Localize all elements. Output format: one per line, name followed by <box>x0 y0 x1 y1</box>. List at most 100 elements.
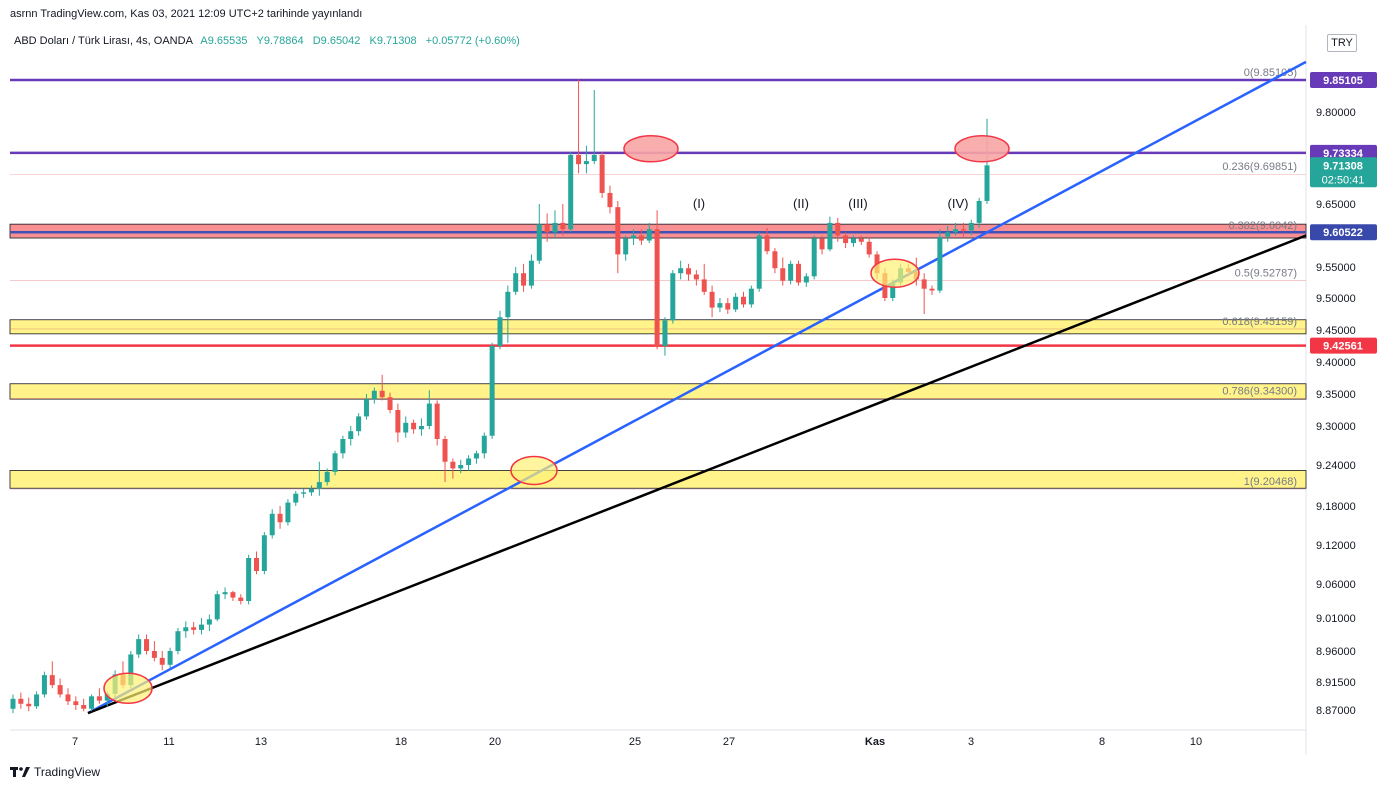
candle-body <box>151 651 157 658</box>
candle-body <box>976 200 982 223</box>
support-ellipse-1 <box>103 672 153 704</box>
open-value: A9.65535 <box>200 35 248 47</box>
x-tick-label: 18 <box>395 736 407 748</box>
candle-body <box>686 268 692 275</box>
candle-body <box>709 291 715 308</box>
level-axis-label-1: 9.73334 <box>1323 148 1364 160</box>
candle-body <box>741 296 746 305</box>
candle-body <box>945 232 951 237</box>
wave-label-4: (IV) <box>948 196 969 211</box>
level-axis-label-2: 9.60522 <box>1323 227 1363 239</box>
y-tick-label: 9.06000 <box>1316 579 1356 591</box>
candle-body <box>57 685 63 695</box>
candle-body <box>411 422 417 430</box>
footer-brand: TradingView <box>10 765 100 779</box>
candle-body <box>583 161 589 165</box>
level-axis-label-3: 9.42561 <box>1323 341 1363 353</box>
x-tick-label: Kas <box>865 736 885 748</box>
candle-body <box>65 694 71 702</box>
y-tick-label: 9.18000 <box>1316 501 1356 513</box>
candle-body <box>285 502 291 523</box>
trendline-black <box>87 234 1307 715</box>
candle-body <box>631 235 637 239</box>
candle-body <box>638 235 644 241</box>
candle-body <box>206 619 212 625</box>
candle-body <box>363 399 369 417</box>
y-tick-label: 9.55000 <box>1316 262 1356 274</box>
candle-body <box>576 154 582 165</box>
high-value: Y9.78864 <box>256 35 304 47</box>
candle-body <box>136 639 142 655</box>
publish-info: asrnn TradingView.com, Kas 03, 2021 12:0… <box>10 8 363 20</box>
candles-group <box>10 79 990 714</box>
candle-body <box>418 426 424 430</box>
candle-body <box>654 229 660 346</box>
y-tick-label: 8.87000 <box>1316 705 1356 717</box>
y-tick-label: 9.40000 <box>1316 357 1356 369</box>
y-tick-label: 9.80000 <box>1316 107 1356 119</box>
trendline-blue <box>87 60 1307 715</box>
candle-body <box>222 592 228 595</box>
candle-body <box>10 698 16 709</box>
symbol-name: ABD Doları / Türk Lirası, 4s, OANDA <box>14 35 193 47</box>
support-ellipse-2 <box>510 455 558 486</box>
candle-body <box>395 410 401 433</box>
candle-body <box>780 268 786 281</box>
y-tick-label: 9.45000 <box>1316 325 1356 337</box>
candle-body <box>866 241 872 255</box>
candle-body <box>230 592 236 598</box>
candle-body <box>615 207 621 255</box>
candle-body <box>858 238 864 242</box>
candle-body <box>81 705 87 709</box>
candle-body <box>199 624 205 630</box>
candle-body <box>144 639 150 651</box>
level-axis-label-2-bg <box>1310 224 1377 241</box>
candle-body <box>450 461 456 469</box>
candle-body <box>34 694 40 707</box>
candle-body <box>473 453 479 459</box>
x-tick-label: 11 <box>163 736 174 748</box>
candle-body <box>819 238 825 250</box>
currency-button[interactable]: TRY <box>1327 34 1357 52</box>
candle-body <box>599 154 605 193</box>
candle-body <box>466 458 472 465</box>
candle-body <box>811 238 817 277</box>
y-tick-label: 9.30000 <box>1316 421 1356 433</box>
candle-body <box>929 288 935 291</box>
level-axis-label-0: 9.85105 <box>1323 75 1363 87</box>
symbol-legend: ABD Doları / Türk Lirası, 4s, OANDA A9.6… <box>14 35 520 47</box>
wave-label-3: (III) <box>848 196 868 211</box>
candle-body <box>183 627 189 632</box>
candle-body <box>104 693 110 701</box>
candle-body <box>678 268 684 274</box>
candle-body <box>293 493 299 503</box>
x-tick-label: 27 <box>723 736 735 748</box>
candle-body <box>434 403 440 439</box>
candle-body <box>693 274 699 280</box>
x-tick-label: 10 <box>1190 736 1202 748</box>
candle-body <box>308 488 314 493</box>
y-tick-label: 9.01000 <box>1316 613 1356 625</box>
y-tick-label: 9.35000 <box>1316 389 1356 401</box>
candle-body <box>340 439 346 454</box>
x-tick-label: 8 <box>1099 736 1105 748</box>
candle-body <box>717 303 723 308</box>
close-value: K9.71308 <box>369 35 417 47</box>
candle-body <box>646 229 652 241</box>
candle-body <box>214 594 220 620</box>
candle-body <box>748 288 754 305</box>
candle-body <box>348 431 354 439</box>
wave-label-1: (I) <box>693 196 705 211</box>
candle-body <box>788 263 794 281</box>
candle-body <box>49 675 55 686</box>
fib-label-3: 0.5(9.52787) <box>1235 268 1297 280</box>
fib-label-4: 0.618(9.45159) <box>1222 316 1297 328</box>
candle-body <box>96 696 102 701</box>
candle-body <box>277 513 283 523</box>
level-axis-label-1-bg <box>1310 144 1377 161</box>
candle-body <box>921 279 927 289</box>
candle-body <box>528 260 534 286</box>
candle-body <box>591 154 597 162</box>
candle-body <box>890 282 896 298</box>
